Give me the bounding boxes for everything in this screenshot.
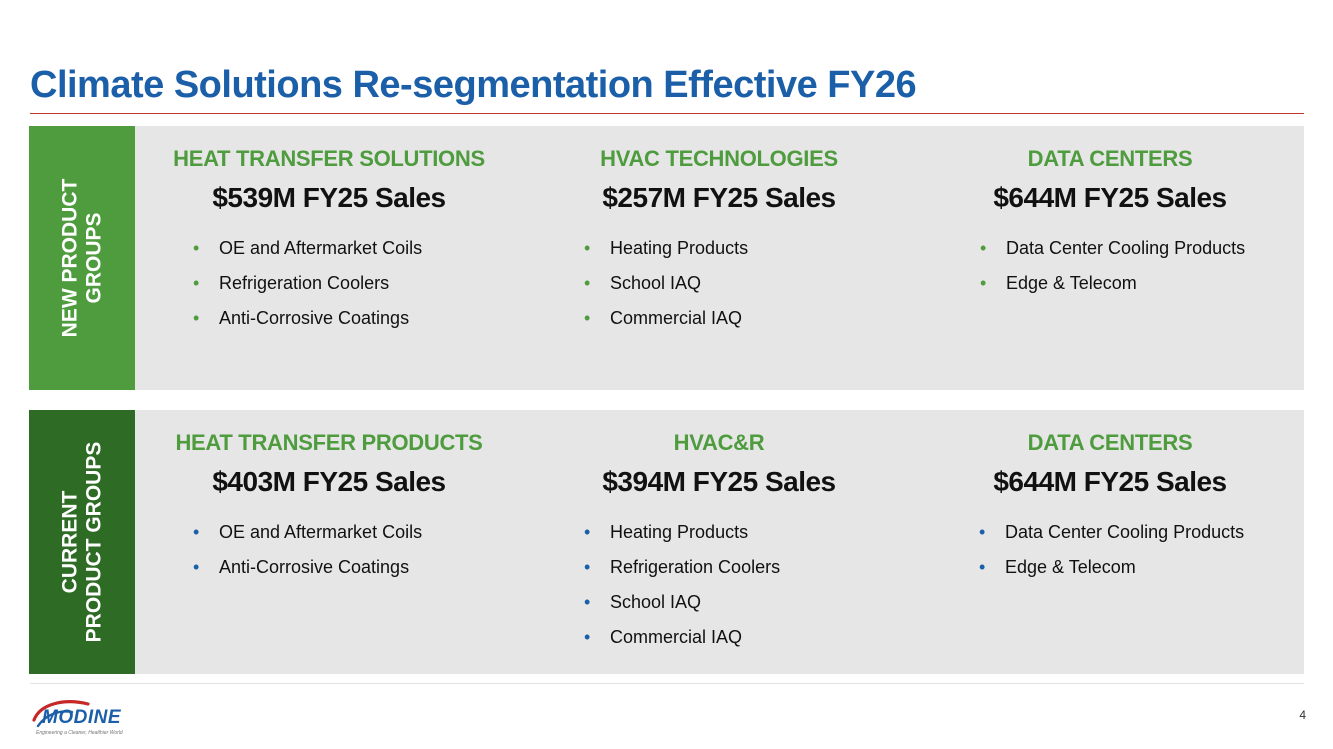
list-item: • Edge & Telecom [979, 553, 1244, 588]
list-item: • Edge & Telecom [980, 269, 1245, 304]
side-label-line: NEW PRODUCT [58, 178, 82, 338]
bullet-icon: • [193, 273, 200, 293]
side-label-line: CURRENT [58, 490, 81, 594]
bullet-icon: • [193, 308, 200, 328]
modine-logo: MODINE Engineering a Cleaner, Healthier … [30, 696, 160, 738]
bullet-icon: • [980, 273, 987, 293]
segment-bullet-list: • Heating Products • School IAQ • Commercia… [584, 234, 748, 339]
bullet-icon: • [584, 592, 591, 612]
list-item: • Commercial IAQ [584, 623, 780, 658]
segment-heading: DATA CENTERS [1027, 146, 1193, 171]
logo-tagline: Engineering a Cleaner, Healthier World [36, 730, 123, 736]
list-item: • Anti-Corrosive Coatings [193, 304, 422, 339]
footer-divider [30, 683, 1304, 684]
segment-bullet-list: • OE and Aftermarket Coils • Refrigeration… [193, 234, 422, 339]
segment-bullet-list: • Data Center Cooling Products • Edge & Te… [980, 234, 1245, 304]
bullet-icon: • [193, 522, 200, 542]
new-product-groups-side-label: NEW PRODUCT GROUPS [29, 126, 135, 390]
side-label-line: GROUPS [82, 212, 106, 304]
segment-column-hvac-technologies: HVAC TECHNOLOGIES $257M FY25 Sales • Heat… [529, 126, 909, 390]
segment-column-hvacr: HVAC&R $394M FY25 Sales • Heating Product… [529, 410, 909, 674]
page-number: 4 [1299, 708, 1306, 722]
list-item: • OE and Aftermarket Coils [193, 518, 422, 553]
bullet-icon: • [193, 238, 200, 258]
list-item: • School IAQ [584, 588, 780, 623]
bullet-icon: • [979, 522, 986, 542]
bullet-icon: • [979, 557, 986, 577]
segment-column-data-centers-new: DATA CENTERS $644M FY25 Sales • Data Cent… [919, 126, 1301, 390]
new-product-groups-panel: NEW PRODUCT GROUPS HEAT TRANSFER SOLUTIO… [29, 126, 1304, 390]
segment-bullet-list: • Data Center Cooling Products • Edge & Te… [979, 518, 1244, 588]
list-item: • OE and Aftermarket Coils [193, 234, 422, 269]
segment-sales: $644M FY25 Sales [993, 182, 1227, 213]
list-item: • School IAQ [584, 269, 748, 304]
segment-sales: $644M FY25 Sales [993, 466, 1227, 497]
list-item: • Refrigeration Coolers [584, 553, 780, 588]
segment-heading: DATA CENTERS [1027, 430, 1193, 455]
bullet-icon: • [193, 557, 200, 577]
segment-bullet-list: • Heating Products • Refrigeration Coolers… [584, 518, 780, 658]
list-item: • Data Center Cooling Products [980, 234, 1245, 269]
segment-sales: $539M FY25 Sales [212, 182, 446, 213]
title-divider [30, 113, 1304, 114]
bullet-icon: • [584, 308, 591, 328]
list-item: • Data Center Cooling Products [979, 518, 1244, 553]
segment-heading: HEAT TRANSFER PRODUCTS [175, 430, 483, 455]
slide-title: Climate Solutions Re-segmentation Effect… [30, 64, 917, 106]
modine-swoosh-icon: MODINE Engineering a Cleaner, Healthier … [32, 700, 123, 736]
logo-wordmark: MODINE [42, 707, 122, 728]
current-product-groups-side-label: CURRENT PRODUCT GROUPS [29, 410, 135, 674]
bullet-icon: • [584, 522, 591, 542]
segment-column-heat-transfer-products: HEAT TRANSFER PRODUCTS $403M FY25 Sales … [139, 410, 519, 674]
list-item: • Commercial IAQ [584, 304, 748, 339]
list-item: • Anti-Corrosive Coatings [193, 553, 422, 588]
segment-bullet-list: • OE and Aftermarket Coils • Anti-Corrosiv… [193, 518, 422, 588]
bullet-icon: • [584, 273, 591, 293]
segment-sales: $394M FY25 Sales [602, 466, 836, 497]
segment-heading: HVAC&R [673, 430, 765, 455]
segment-sales: $403M FY25 Sales [212, 466, 446, 497]
segment-column-data-centers-current: DATA CENTERS $644M FY25 Sales • Data Cent… [919, 410, 1301, 674]
list-item: • Heating Products [584, 518, 780, 553]
bullet-icon: • [980, 238, 987, 258]
list-item: • Heating Products [584, 234, 748, 269]
segment-column-heat-transfer-solutions: HEAT TRANSFER SOLUTIONS $539M FY25 Sales… [139, 126, 519, 390]
current-product-groups-panel: CURRENT PRODUCT GROUPS HEAT TRANSFER PRO… [29, 410, 1304, 674]
segment-heading: HVAC TECHNOLOGIES [600, 146, 838, 171]
side-label-line: PRODUCT GROUPS [82, 441, 105, 643]
bullet-icon: • [584, 557, 591, 577]
bullet-icon: • [584, 238, 591, 258]
segment-heading: HEAT TRANSFER SOLUTIONS [173, 146, 485, 171]
bullet-icon: • [584, 627, 591, 647]
list-item: • Refrigeration Coolers [193, 269, 422, 304]
segment-sales: $257M FY25 Sales [602, 182, 836, 213]
